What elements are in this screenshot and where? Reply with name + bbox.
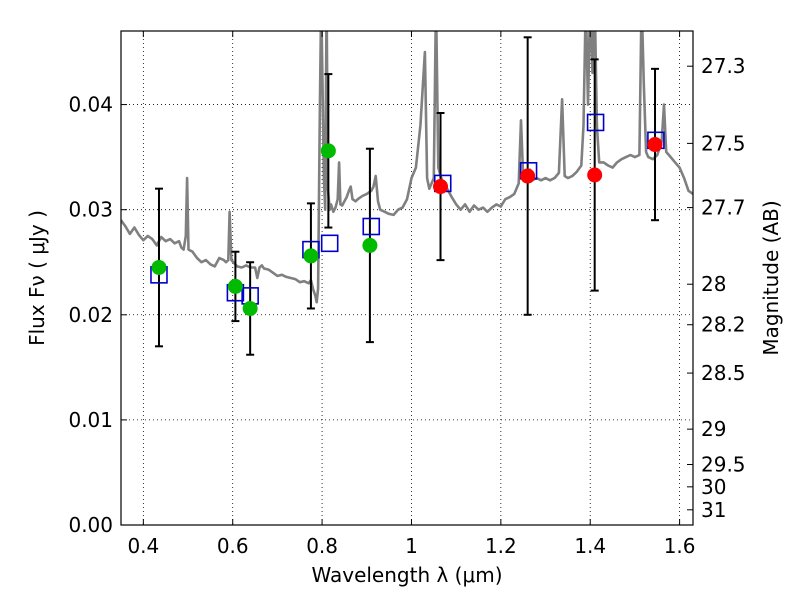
magnitude-tick-label: 29.5	[701, 453, 746, 477]
observed-point	[242, 300, 258, 316]
model-spectrum-line	[121, 31, 693, 304]
x-axis-label: Wavelength λ (μm)	[311, 563, 502, 587]
magnitude-tick-label: 31	[701, 498, 726, 522]
magnitude-tick-label: 30	[701, 475, 726, 499]
magnitude-tick-label: 28.5	[701, 361, 746, 385]
x-tick-label: 1.2	[485, 534, 517, 558]
x-tick-label: 0.8	[306, 534, 338, 558]
observed-point	[647, 137, 663, 153]
error-bars	[154, 36, 660, 356]
model-photometry-square	[320, 234, 339, 253]
observed-point	[362, 237, 378, 253]
x-tick-label: 0.6	[217, 534, 249, 558]
magnitude-tick-label: 28	[701, 272, 726, 296]
magnitude-axis-label: Magnitude (AB)	[759, 200, 783, 355]
model-photometry-square	[586, 113, 605, 132]
y-tick-label: 0.00	[68, 513, 113, 537]
y-tick-label: 0.03	[68, 198, 113, 222]
y-axis-ticks: 0.00 0.01 0.02 0.03 0.04	[68, 93, 127, 537]
plot-frame	[120, 30, 694, 526]
model-photometry-square	[362, 217, 381, 236]
model-photometry-points	[150, 113, 665, 305]
observed-point	[587, 167, 603, 183]
x-axis-ticks: 0.4 0.6 0.8 1 1.2 1.4 1.6	[127, 31, 696, 558]
magnitude-tick-label: 27.3	[701, 54, 746, 78]
observed-point	[151, 259, 167, 275]
x-tick-label: 1.6	[664, 534, 696, 558]
observed-point	[320, 143, 336, 159]
magnitude-tick-label: 27.7	[701, 196, 746, 220]
y-tick-label: 0.01	[68, 408, 113, 432]
observed-point	[303, 248, 319, 264]
y-tick-label: 0.04	[68, 93, 113, 117]
observed-point	[227, 278, 243, 294]
observed-point	[520, 168, 536, 184]
y-tick-label: 0.02	[68, 303, 113, 327]
y-axis-label: Flux Fν ( μJy )	[25, 210, 49, 346]
model-spectrum	[121, 31, 693, 304]
observed-points	[151, 137, 663, 316]
x-tick-label: 1	[405, 534, 418, 558]
magnitude-tick-label: 27.5	[701, 131, 746, 155]
x-tick-label: 0.4	[127, 534, 159, 558]
observed-point	[433, 179, 449, 195]
x-tick-label: 1.4	[574, 534, 606, 558]
magnitude-tick-label: 29	[701, 417, 726, 441]
magnitude-tick-label: 28.2	[701, 313, 746, 337]
